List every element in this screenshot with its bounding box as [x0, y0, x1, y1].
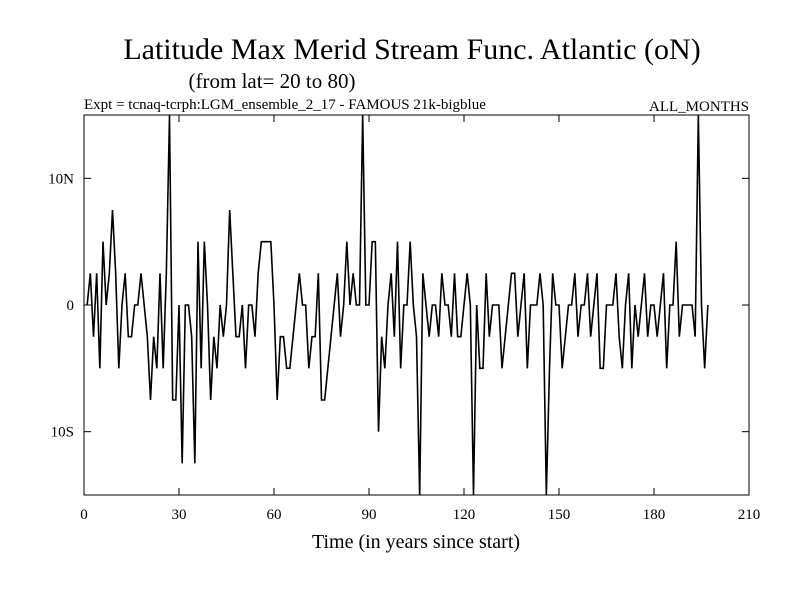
series-group — [86, 114, 709, 496]
plot-frame — [83, 114, 750, 496]
expt-label: Expt = tcnaq-tcrph:LGM_ensemble_2_17 - F… — [84, 97, 486, 113]
y-tick-label: 0 — [67, 298, 75, 314]
x-tick-label: 30 — [172, 507, 187, 523]
months-label: ALL_MONTHS — [649, 99, 749, 115]
y-tick-label: 10S — [51, 425, 74, 441]
x-tick-label: 150 — [548, 507, 571, 523]
chart-title: Latitude Max Merid Stream Func. Atlantic… — [123, 33, 700, 66]
x-tick-label: 90 — [362, 507, 377, 523]
series-line — [86, 114, 709, 496]
x-tick-label: 120 — [453, 507, 476, 523]
chart-subtitle: (from lat= 20 to 80) — [189, 69, 356, 93]
x-axis-label: Time (in years since start) — [312, 531, 520, 553]
y-tick-label: 10N — [48, 171, 74, 187]
x-tick-label: 210 — [738, 507, 761, 523]
x-tick-label: 60 — [267, 507, 282, 523]
x-tick-label: 180 — [643, 507, 666, 523]
y-axis: 10N 0 10S — [48, 171, 749, 441]
x-axis: 0 30 60 90 120 150 180 210 — [80, 115, 760, 523]
x-tick-label: 0 — [80, 507, 88, 523]
